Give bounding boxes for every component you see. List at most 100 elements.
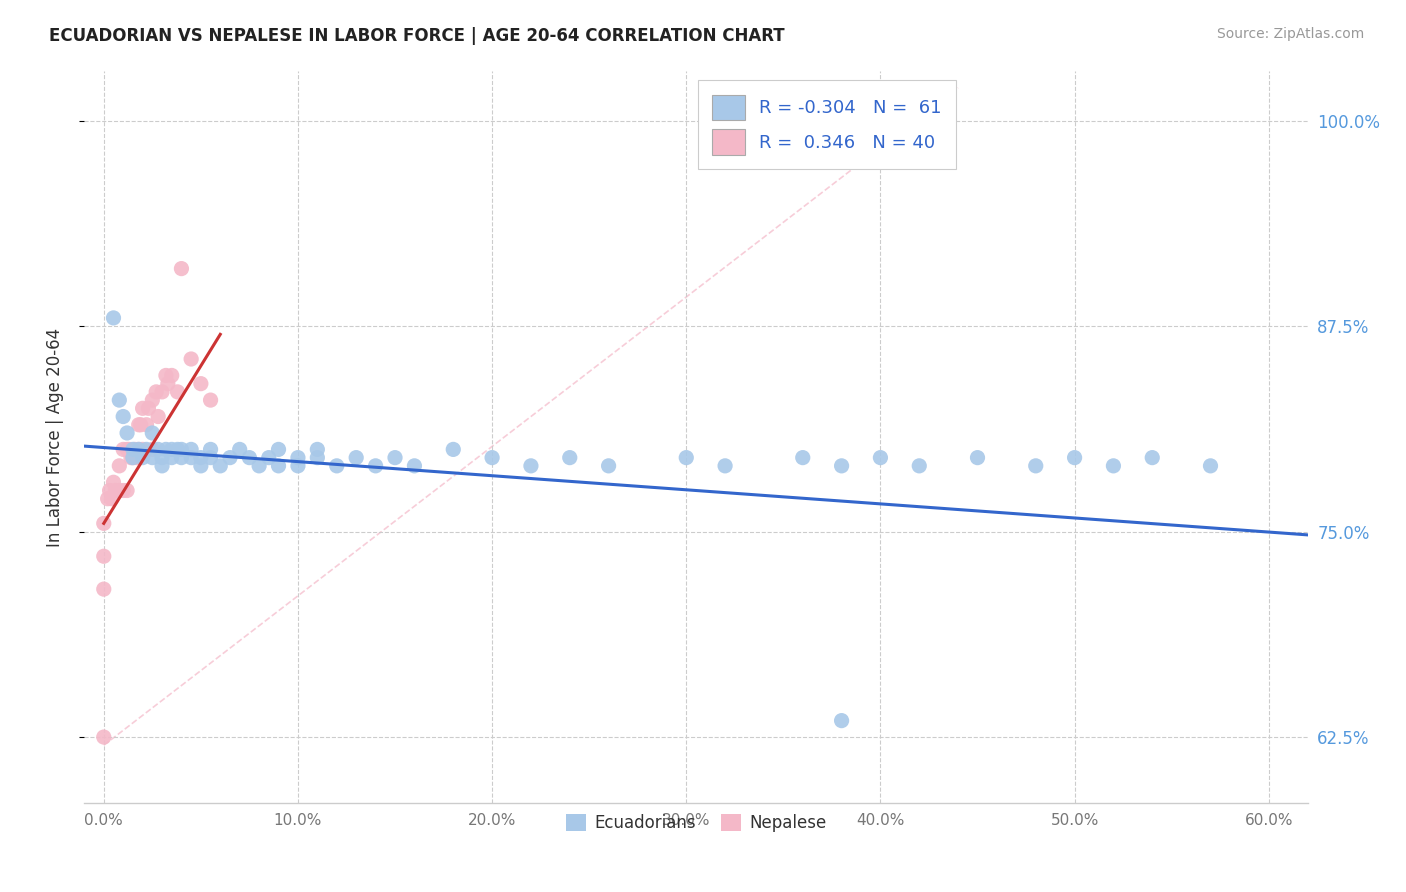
Point bbox=[131, 450, 153, 465]
Point bbox=[966, 450, 988, 465]
Point bbox=[128, 442, 150, 457]
Point bbox=[138, 401, 160, 416]
Point bbox=[287, 458, 309, 473]
Point bbox=[128, 442, 150, 457]
Point bbox=[247, 458, 270, 473]
Point bbox=[598, 458, 620, 473]
Point bbox=[112, 483, 135, 498]
Point bbox=[112, 409, 135, 424]
Point bbox=[156, 376, 179, 391]
Point bbox=[219, 450, 242, 465]
Point bbox=[481, 450, 503, 465]
Point bbox=[150, 450, 173, 465]
Point bbox=[115, 442, 138, 457]
Point bbox=[125, 450, 148, 465]
Point bbox=[160, 450, 183, 465]
Point bbox=[831, 714, 853, 728]
Point bbox=[141, 425, 163, 440]
Point bbox=[146, 409, 169, 424]
Point bbox=[146, 442, 169, 457]
Point bbox=[93, 582, 115, 596]
Point bbox=[180, 442, 202, 457]
Point bbox=[122, 442, 145, 457]
Point bbox=[326, 458, 349, 473]
Point bbox=[792, 450, 814, 465]
Point bbox=[200, 442, 222, 457]
Point bbox=[1102, 458, 1125, 473]
Point bbox=[200, 393, 222, 408]
Point bbox=[112, 442, 135, 457]
Point bbox=[141, 442, 163, 457]
Point bbox=[190, 376, 212, 391]
Point bbox=[103, 475, 125, 490]
Point bbox=[190, 458, 212, 473]
Point bbox=[131, 442, 153, 457]
Point bbox=[141, 393, 163, 408]
Point bbox=[190, 450, 212, 465]
Point bbox=[170, 442, 193, 457]
Point bbox=[124, 442, 146, 457]
Point bbox=[150, 384, 173, 399]
Point bbox=[1063, 450, 1085, 465]
Point bbox=[1142, 450, 1164, 465]
Point bbox=[150, 458, 173, 473]
Point bbox=[180, 450, 202, 465]
Point bbox=[307, 442, 329, 457]
Legend: Ecuadorians, Nepalese: Ecuadorians, Nepalese bbox=[560, 807, 832, 838]
Point bbox=[135, 442, 157, 457]
Text: Source: ZipAtlas.com: Source: ZipAtlas.com bbox=[1216, 27, 1364, 41]
Point bbox=[180, 351, 202, 366]
Point bbox=[869, 450, 891, 465]
Point bbox=[128, 417, 150, 432]
Point bbox=[97, 491, 120, 506]
Point bbox=[228, 442, 250, 457]
Text: ECUADORIAN VS NEPALESE IN LABOR FORCE | AGE 20-64 CORRELATION CHART: ECUADORIAN VS NEPALESE IN LABOR FORCE | … bbox=[49, 27, 785, 45]
Point bbox=[307, 450, 329, 465]
Point bbox=[118, 442, 141, 457]
Point bbox=[115, 425, 138, 440]
Point bbox=[155, 442, 177, 457]
Point bbox=[98, 483, 121, 498]
Point bbox=[170, 450, 193, 465]
Point bbox=[714, 458, 737, 473]
Point bbox=[238, 450, 260, 465]
Point bbox=[141, 450, 163, 465]
Point bbox=[135, 417, 157, 432]
Point bbox=[558, 450, 581, 465]
Point bbox=[441, 442, 464, 457]
Point bbox=[122, 450, 145, 465]
Point bbox=[93, 549, 115, 564]
Point bbox=[108, 458, 131, 473]
Point bbox=[129, 417, 152, 432]
Point bbox=[166, 384, 188, 399]
Point bbox=[145, 384, 167, 399]
Point bbox=[908, 458, 931, 473]
Point bbox=[384, 450, 406, 465]
Point bbox=[131, 401, 153, 416]
Point bbox=[160, 368, 183, 383]
Point bbox=[344, 450, 367, 465]
Point bbox=[257, 450, 280, 465]
Point bbox=[404, 458, 426, 473]
Point bbox=[122, 450, 145, 465]
Point bbox=[267, 458, 290, 473]
Point bbox=[520, 458, 543, 473]
Point bbox=[170, 261, 193, 276]
Point bbox=[104, 483, 127, 498]
Point bbox=[209, 458, 232, 473]
Point bbox=[100, 491, 122, 506]
Point bbox=[267, 442, 290, 457]
Point bbox=[831, 458, 853, 473]
Point bbox=[675, 450, 697, 465]
Point bbox=[93, 516, 115, 531]
Point bbox=[1025, 458, 1047, 473]
Point bbox=[108, 393, 131, 408]
Point bbox=[166, 442, 188, 457]
Point bbox=[120, 450, 142, 465]
Point bbox=[155, 368, 177, 383]
Point bbox=[115, 483, 138, 498]
Point bbox=[93, 730, 115, 744]
Point bbox=[287, 450, 309, 465]
Point bbox=[160, 442, 183, 457]
Point bbox=[200, 450, 222, 465]
